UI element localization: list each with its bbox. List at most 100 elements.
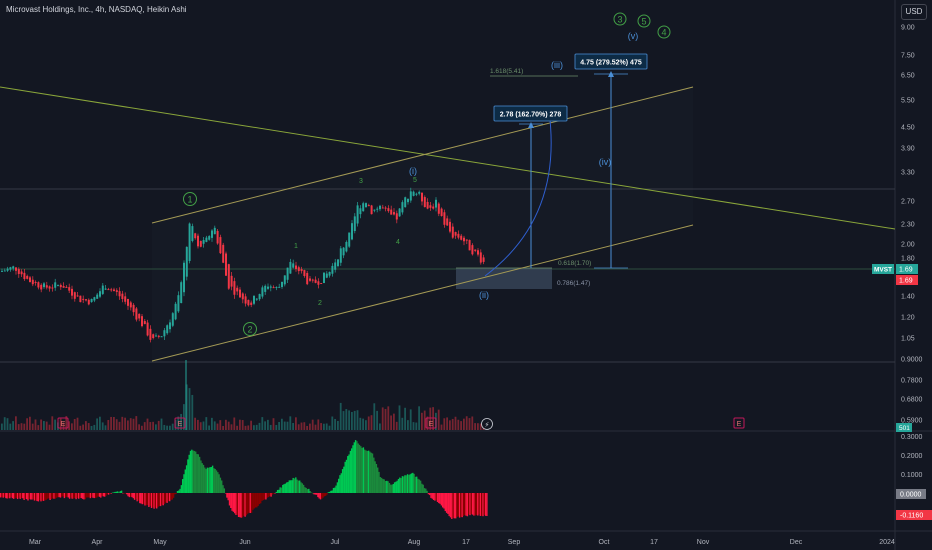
lightning-icon[interactable]: ⚡ [481, 418, 493, 430]
oscillator-bar [85, 493, 88, 498]
earnings-marker[interactable]: E [733, 417, 745, 429]
oscillator-bar [265, 493, 267, 500]
candle-body [367, 205, 370, 207]
oscillator-bar [135, 493, 137, 500]
oscillator-bar [92, 493, 94, 498]
candle-body [211, 230, 213, 238]
candle-body [202, 240, 205, 244]
time-tick-label: Oct [599, 539, 610, 546]
candle-body [395, 213, 398, 220]
candle-body [99, 291, 101, 297]
volume-bar [297, 424, 300, 430]
chart-header: Microvast Holdings, Inc., 4h, NASDAQ, He… [6, 5, 187, 14]
oscillator-bar [37, 493, 40, 502]
oscillator-bar [62, 493, 64, 497]
oscillator-bar [54, 493, 56, 499]
volume-bar [157, 420, 160, 430]
oscillator-bar [419, 480, 422, 493]
oscillator-bar [397, 478, 400, 493]
volume-bar [104, 425, 107, 430]
earnings-marker[interactable]: E [174, 417, 186, 429]
candle-body [227, 264, 230, 289]
oscillator-bar [341, 469, 344, 493]
candle-body [261, 287, 264, 297]
volume-bar [219, 420, 222, 430]
oscillator-bar [42, 493, 45, 501]
oscillator-bar [83, 493, 85, 500]
wave-3-circled: 3 [613, 12, 627, 26]
oscillator-bar [347, 456, 349, 493]
oscillator-bar [321, 493, 323, 499]
oscillator-bar [283, 484, 285, 493]
time-axis[interactable]: Mar Apr May Jun Jul Aug 17 Sep Oct 17 Nov Dec 2024 [29, 539, 895, 546]
candle-body [437, 203, 440, 214]
oscillator-bar [343, 466, 345, 493]
oscillator-bar [375, 463, 378, 493]
volume-bar [376, 410, 378, 430]
oscillator-bar [67, 493, 69, 498]
candle-body [191, 226, 194, 241]
time-tick-label: Dec [790, 539, 803, 546]
volume-bar [275, 424, 278, 430]
volume-bar [463, 418, 465, 430]
oscillator-bar [133, 493, 136, 500]
candle-body [449, 221, 451, 232]
oscillator-bar [215, 470, 218, 493]
oscillator-bar [486, 493, 488, 517]
oscillator-bar [165, 493, 167, 503]
oscillator-bar [451, 493, 453, 520]
oscillator-bar [318, 493, 320, 499]
candle-body [457, 233, 460, 238]
earnings-marker[interactable]: E [57, 417, 69, 429]
candle-body [359, 208, 362, 215]
volume-bar [146, 418, 149, 430]
candle-body [482, 257, 485, 262]
volume-bar [267, 419, 269, 430]
volume-bar [437, 409, 440, 430]
candle-body [65, 286, 68, 288]
volume-bar [283, 421, 286, 430]
oscillator-bar [252, 493, 254, 510]
oscillator-bar [149, 493, 151, 506]
candle-body [244, 296, 247, 304]
currency-button[interactable]: USD [901, 4, 927, 20]
volume-bar [339, 402, 342, 430]
price-axis[interactable]: 9.00 7.50 6.50 5.50 4.50 3.90 3.30 2.70 2.30 2.00… [901, 25, 923, 425]
oscillator-bar [127, 493, 129, 497]
volume-bar [29, 416, 31, 430]
volume-bar [432, 407, 434, 430]
oscillator-bar [209, 467, 211, 493]
oscillator-bar [144, 493, 146, 506]
oscillator-bar [273, 493, 275, 494]
oscillator-bar [478, 493, 480, 515]
oscillator-bar [119, 491, 121, 493]
candle-body [59, 284, 62, 288]
earnings-marker[interactable]: E [425, 417, 437, 429]
interval-label[interactable]: 4h [95, 5, 105, 14]
oscillator-bar [299, 480, 301, 493]
oscillator-bar [227, 493, 229, 501]
oscillator-bar [98, 493, 101, 497]
oscillator-bar [464, 493, 466, 516]
oscillator-axis[interactable]: 0.3000 0.2000 0.1000 [901, 434, 923, 479]
oscillator-bar [406, 474, 409, 493]
candle-body [241, 293, 244, 300]
volume-bar [171, 423, 174, 430]
candle-body [160, 336, 163, 338]
candle-body [253, 295, 255, 304]
oscillator-bar [224, 493, 227, 494]
measure-box-2[interactable]: 4.75 (279.52%) 475 [574, 53, 648, 70]
oscillator-bar [468, 493, 470, 515]
oscillator-bar [182, 479, 184, 493]
candle-body [311, 279, 314, 281]
volume-bar [65, 416, 68, 430]
oscillator-bar [130, 493, 132, 497]
oscillator-bar [162, 493, 164, 506]
oscillator-bar [280, 487, 283, 493]
measure-box-1[interactable]: 2.78 (162.70%) 278 [493, 105, 568, 122]
candle-body [323, 272, 325, 284]
chart-style-label[interactable]: Heikin Ashi [146, 5, 187, 14]
oscillator-bar [97, 493, 99, 497]
oscillator-bar [379, 477, 381, 493]
